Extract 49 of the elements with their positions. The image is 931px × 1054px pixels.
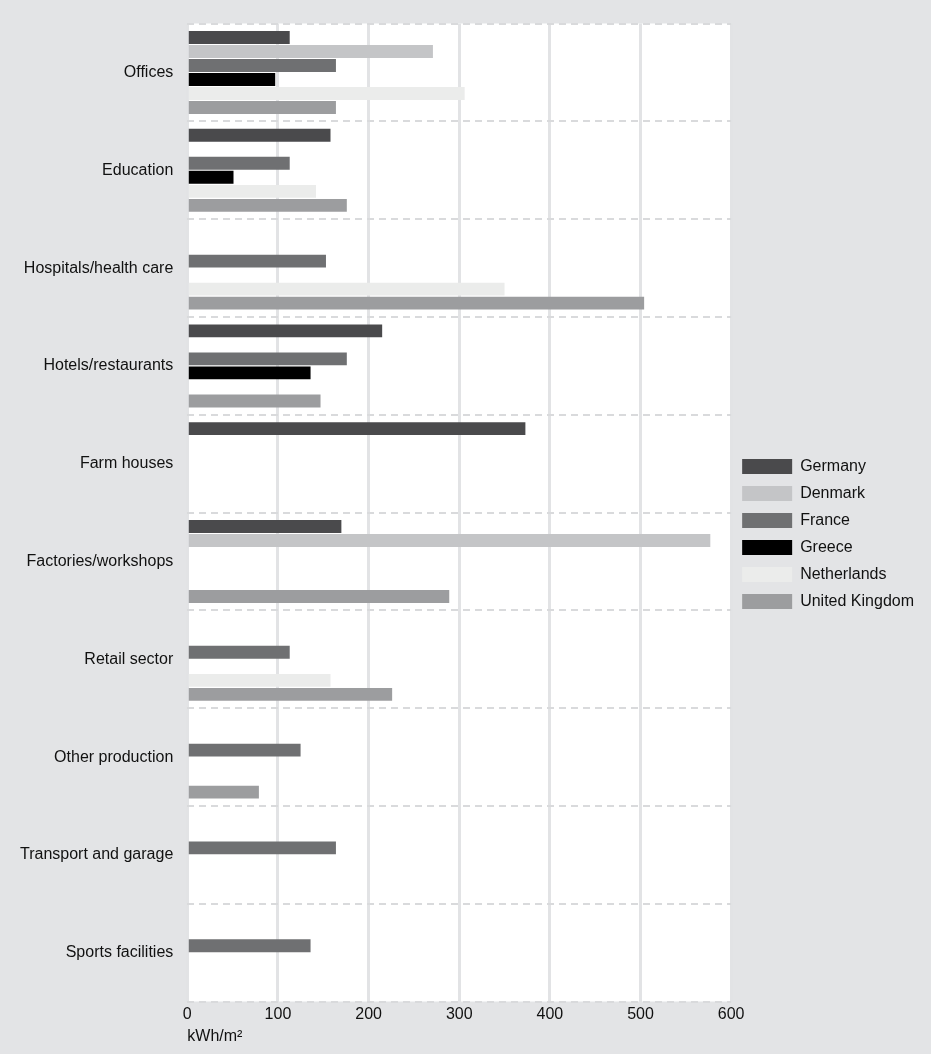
y-tick-label: Hotels/restaurants [43,356,174,374]
bar [188,324,383,338]
x-tick-label: 500 [627,1004,654,1022]
y-tick-label: Retail sector [84,649,174,667]
bar [188,73,276,86]
bar [188,785,259,799]
bar [188,366,311,380]
x-tick-label: 100 [264,1004,292,1022]
bar [188,352,347,366]
y-tick-label: Transport and garage [20,845,174,863]
bar [188,841,336,855]
legend-label: Denmark [800,483,867,501]
bar [188,534,711,547]
bar [188,45,433,58]
y-tick-label: Farm houses [79,454,174,472]
bar [188,59,336,72]
bar [188,394,321,408]
legend-label: Germany [800,456,866,474]
legend-label: United Kingdom [800,591,914,609]
bar [188,31,290,44]
bar [188,687,393,701]
legend-label: France [800,510,851,528]
bar [188,939,311,953]
bar [188,156,290,170]
bar [188,645,290,659]
y-tick-label: Factories/workshops [26,551,174,569]
x-tick-label: 0 [182,1004,192,1022]
x-tick-label: 200 [355,1004,383,1022]
x-tick-label: 300 [445,1004,473,1022]
x-axis-title: kWh/m² [187,1026,244,1044]
bar [188,422,526,436]
bar [188,296,645,310]
x-tick-label: 400 [536,1004,564,1022]
legend-label: Netherlands [800,564,887,582]
bar [188,254,326,268]
bar [188,520,342,533]
legend-label: Greece [800,537,853,555]
y-tick-label: Sports facilities [65,943,174,961]
bar [188,198,347,212]
bar [188,170,234,184]
bar [188,101,336,114]
y-tick-label: Offices [123,62,174,80]
bar [188,128,331,142]
y-tick-label: Education [102,160,174,178]
x-tick-label: 600 [717,1004,745,1022]
y-tick-label: Hospitals/health care [23,258,174,276]
bar [188,743,301,757]
bar [188,590,450,603]
y-tick-label: Other production [54,747,174,765]
